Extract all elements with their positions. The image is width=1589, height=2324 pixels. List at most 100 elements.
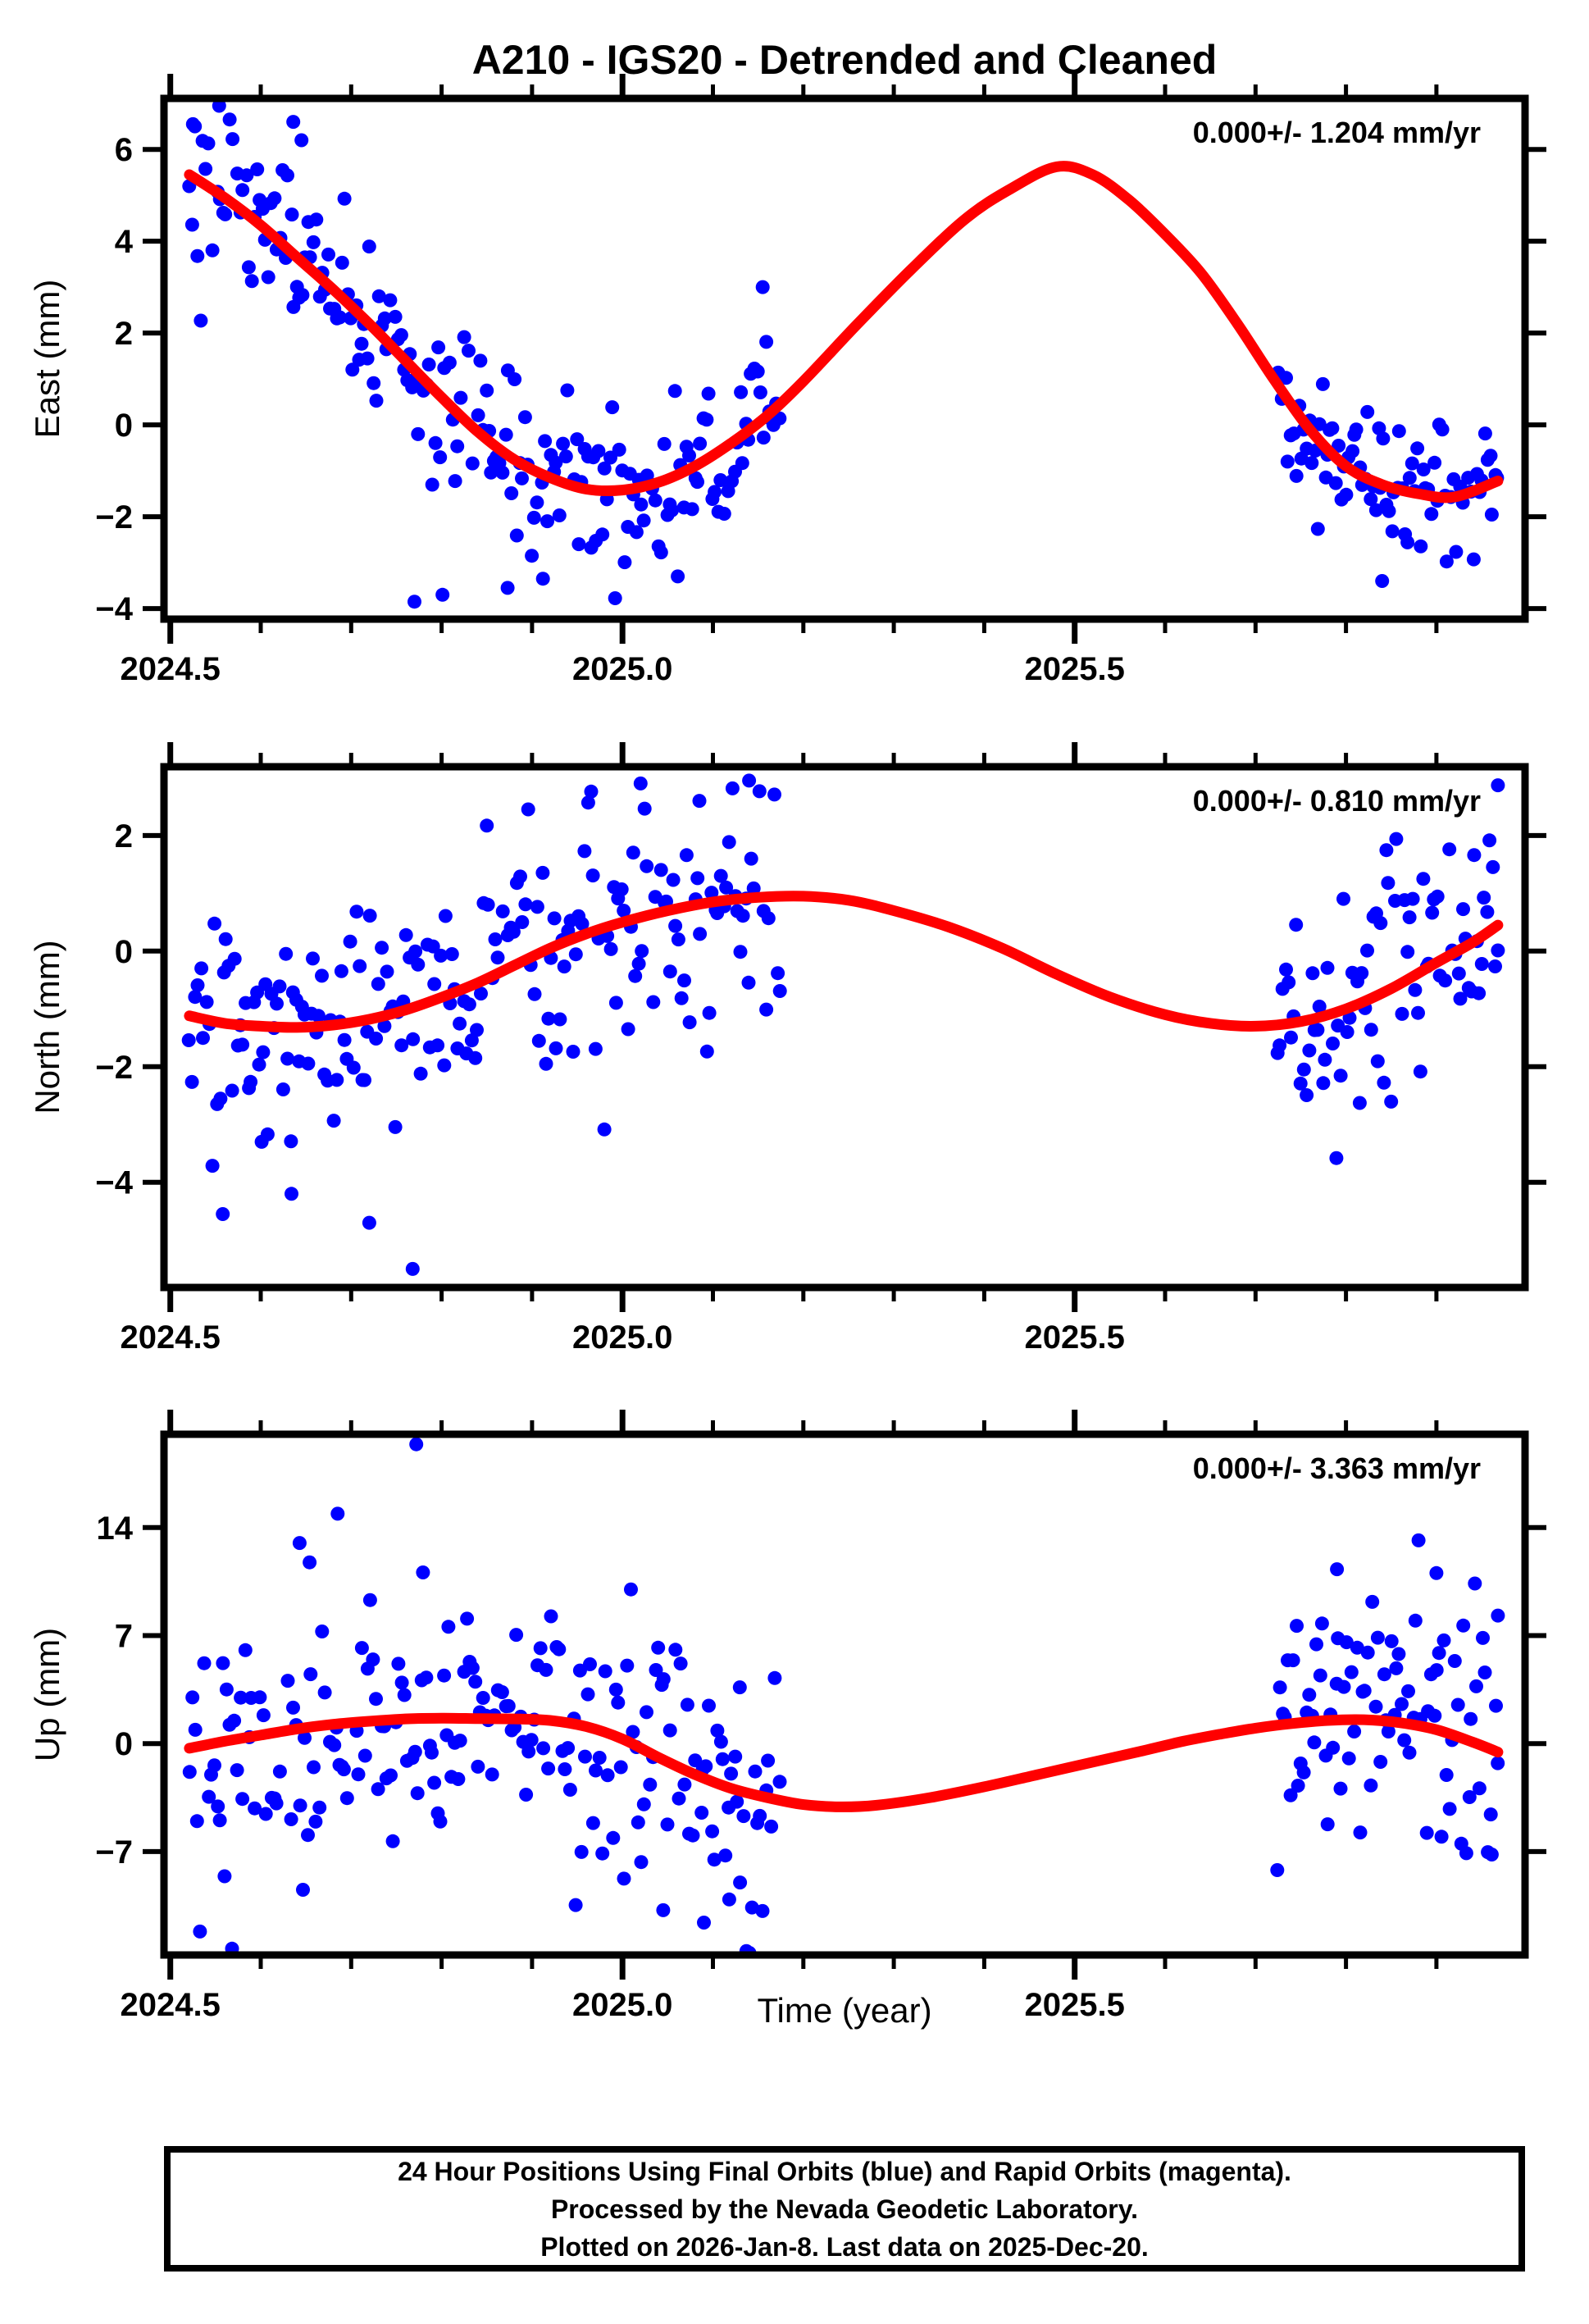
data-point	[235, 183, 250, 198]
data-point	[508, 372, 522, 386]
data-point	[750, 364, 765, 379]
data-point	[680, 1697, 694, 1712]
page-title: A210 - IGS20 - Detrended and Cleaned	[471, 37, 1218, 83]
data-point	[1357, 1684, 1372, 1698]
data-point	[371, 1782, 385, 1797]
data-point	[562, 1783, 577, 1797]
data-point	[501, 1698, 516, 1713]
data-point	[346, 1060, 361, 1075]
data-point	[734, 385, 749, 399]
data-point	[188, 1722, 203, 1737]
data-point	[1442, 1802, 1457, 1816]
data-point	[1464, 1711, 1478, 1726]
data-point	[761, 1753, 776, 1768]
data-point	[558, 449, 573, 464]
data-point	[369, 394, 384, 408]
footer-line-dates: Plotted on 2026-Jan-8. Last data on 2025…	[540, 2231, 1149, 2262]
data-point	[1491, 1756, 1505, 1770]
data-point	[635, 944, 649, 959]
data-point	[673, 1656, 688, 1671]
data-point	[471, 1759, 485, 1774]
data-point	[772, 1775, 787, 1789]
data-point	[1416, 872, 1431, 886]
data-point	[608, 1682, 623, 1697]
data-point	[494, 1685, 509, 1699]
data-point	[1416, 463, 1431, 476]
data-point	[1447, 1654, 1462, 1668]
north-scatter-points	[181, 773, 1505, 1276]
data-point	[583, 1657, 597, 1671]
data-point	[193, 1924, 207, 1939]
data-point	[279, 946, 294, 961]
data-point	[425, 477, 439, 492]
data-point	[1425, 905, 1440, 920]
data-point	[668, 918, 683, 933]
data-point	[353, 959, 367, 973]
data-point	[330, 1506, 345, 1521]
data-point	[538, 434, 553, 449]
data-point	[213, 1091, 228, 1106]
data-point	[1419, 1825, 1434, 1840]
data-point	[349, 905, 364, 919]
data-point	[1449, 545, 1464, 559]
data-point	[406, 1032, 421, 1046]
data-point	[1400, 945, 1415, 959]
data-point	[1401, 1684, 1415, 1698]
data-point	[212, 98, 226, 113]
data-point	[480, 818, 494, 833]
data-point	[330, 1073, 344, 1087]
data-point	[407, 595, 421, 609]
data-point	[755, 1903, 770, 1918]
data-point	[216, 1656, 230, 1670]
data-point	[438, 909, 453, 923]
data-point	[1289, 468, 1304, 483]
data-point	[1368, 503, 1383, 517]
data-point	[690, 475, 704, 490]
data-point	[656, 1902, 671, 1917]
data-point	[531, 1033, 546, 1048]
data-point	[1472, 986, 1487, 1000]
data-point	[1368, 1699, 1383, 1714]
data-point	[405, 1261, 420, 1276]
data-point	[500, 581, 515, 595]
data-point	[1429, 1565, 1444, 1580]
data-point	[588, 1041, 603, 1056]
north-x-tick-label: 2025.0	[572, 1319, 672, 1356]
data-point	[351, 1767, 366, 1782]
data-point	[460, 1611, 475, 1626]
data-point	[284, 1134, 298, 1149]
data-point	[1459, 1846, 1473, 1861]
data-point	[371, 977, 385, 991]
data-point	[1339, 487, 1354, 502]
panel-up: 2024.5 2025.0 2025.5 −7 0 7 14 0.000+/- 3.363 m…	[28, 1410, 1546, 2023]
data-point	[1312, 417, 1327, 431]
east-y-tick-label: −2	[95, 499, 133, 535]
data-point	[517, 410, 532, 425]
data-point	[692, 794, 707, 809]
data-point	[1451, 966, 1466, 981]
north-y-tick-label: 0	[115, 934, 133, 970]
data-point	[748, 1764, 763, 1779]
x-axis-title: Time (year)	[757, 1991, 932, 2030]
data-point	[413, 1066, 428, 1081]
data-point	[1279, 371, 1293, 385]
data-point	[572, 1663, 587, 1678]
data-point	[339, 1791, 354, 1806]
data-point	[182, 1765, 197, 1779]
data-point	[1434, 1830, 1449, 1844]
data-point	[1365, 1594, 1380, 1609]
data-point	[485, 1767, 499, 1782]
data-point	[1282, 975, 1296, 990]
data-point	[746, 881, 761, 895]
data-point	[634, 1855, 649, 1870]
east-y-axis-title: East (mm)	[28, 280, 66, 439]
data-point	[480, 383, 494, 398]
data-point	[549, 455, 563, 470]
up-x-ticks	[167, 1410, 1439, 1980]
data-point	[702, 1005, 717, 1020]
data-point	[244, 274, 259, 289]
data-point	[636, 1797, 651, 1811]
data-point	[617, 1871, 631, 1886]
north-x-tick-label: 2025.5	[1025, 1319, 1125, 1356]
data-point	[1283, 1788, 1298, 1802]
